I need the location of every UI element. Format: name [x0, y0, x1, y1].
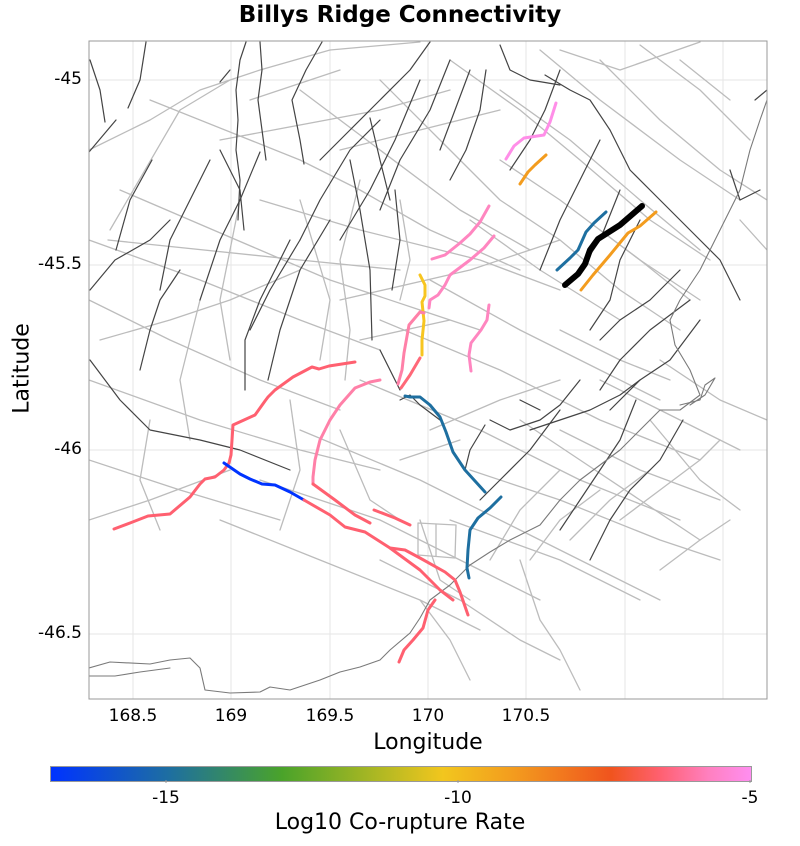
fault-ne-orange: [579, 210, 658, 292]
fault-central-blue-2: [465, 495, 503, 580]
fault-central-pink-2: [427, 234, 496, 310]
x-axis-label: Longitude: [373, 730, 483, 755]
fault-south-red-3: [302, 498, 455, 602]
y-tick-label: -45: [54, 69, 82, 89]
fault-billys-ridge-source: [562, 203, 645, 288]
fault-central-pink-3: [467, 303, 491, 373]
fault-central-pink-1: [430, 204, 491, 261]
y-tick-label: -46.5: [38, 623, 82, 643]
x-tick-label: 170.5: [501, 706, 551, 726]
fault-central-yellow: [418, 273, 427, 357]
fault-south-red-2: [372, 508, 412, 527]
fault-north-orange: [518, 153, 548, 186]
fault-sw-blue: [222, 461, 306, 502]
y-tick-label: -45.5: [38, 254, 82, 274]
colorbar-tick-label: -15: [152, 788, 180, 808]
colorbar: [50, 766, 752, 782]
y-tick-label: -46: [54, 439, 82, 459]
x-tick-label: 170: [411, 706, 445, 726]
coastline: [89, 99, 767, 694]
x-tick-label: 169: [214, 706, 248, 726]
highlighted-faults: [112, 101, 658, 664]
fault-central-pink-5: [311, 378, 382, 486]
colorbar-tick-label: -10: [444, 788, 472, 808]
fault-central-red: [399, 356, 422, 390]
fault-ne-blue: [555, 210, 608, 272]
fault-sw-red: [112, 360, 357, 531]
plot-frame: [88, 40, 768, 700]
colorbar-label: Log10 Co-rupture Rate: [274, 810, 526, 835]
x-tick-label: 169.5: [305, 706, 355, 726]
colorbar-tick-label: -5: [741, 788, 759, 808]
fault-south-red-5: [397, 598, 437, 664]
chart-title: Billys Ridge Connectivity: [238, 2, 562, 28]
fault-south-red-4: [388, 546, 470, 617]
map-plot: [88, 40, 768, 700]
fault-south-red-1: [311, 482, 372, 525]
fault-north-pink: [504, 101, 558, 161]
x-tick-label: 168.5: [108, 706, 158, 726]
fault-central-pink-4: [396, 310, 426, 386]
colorbar-ticks: [165, 780, 751, 783]
fault-central-blue-1: [403, 394, 487, 494]
